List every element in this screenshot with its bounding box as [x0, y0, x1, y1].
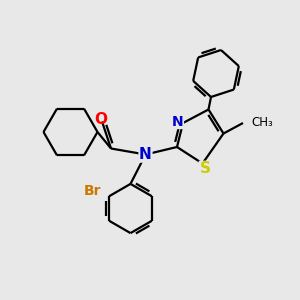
Text: S: S [200, 161, 210, 176]
Text: N: N [172, 115, 183, 128]
Text: CH₃: CH₃ [251, 116, 273, 130]
Text: O: O [94, 112, 107, 127]
Text: N: N [139, 147, 152, 162]
Text: Br: Br [84, 184, 101, 198]
